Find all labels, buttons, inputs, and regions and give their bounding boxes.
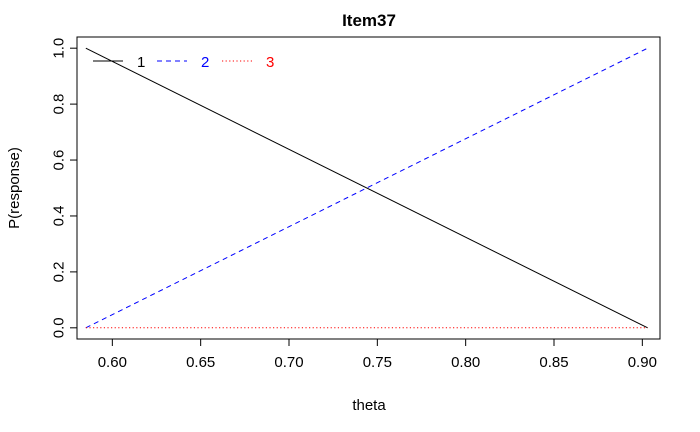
x-axis-label: theta — [352, 397, 386, 414]
legend-label-2: 2 — [201, 54, 209, 71]
x-tick-label: 0.65 — [186, 354, 215, 371]
x-tick-label: 0.90 — [628, 354, 657, 371]
chart-title: Item37 — [342, 11, 396, 30]
legend-label-1: 1 — [137, 54, 145, 71]
y-tick-label: 0.6 — [51, 150, 68, 171]
x-tick-label: 0.85 — [539, 354, 568, 371]
x-tick-label: 0.60 — [98, 354, 127, 371]
series-1-line — [85, 47, 648, 329]
y-axis: 0.0 0.2 0.4 0.6 0.8 1.0 — [51, 38, 78, 338]
y-tick-label: 0.2 — [51, 261, 68, 282]
series-2-line — [85, 47, 648, 329]
series-layer — [85, 47, 648, 329]
legend-label-3: 3 — [266, 54, 274, 71]
y-tick-label: 1.0 — [51, 38, 68, 59]
x-tick-label: 0.80 — [451, 354, 480, 371]
y-tick-label: 0.8 — [51, 94, 68, 115]
y-tick-label: 0.4 — [51, 206, 68, 227]
y-tick-label: 0.0 — [51, 317, 68, 338]
y-axis-label: P(response) — [6, 147, 23, 229]
plot-frame — [76, 36, 661, 340]
legend: 1 2 3 — [93, 54, 274, 71]
x-axis: 0.60 0.65 0.70 0.75 0.80 0.85 0.90 — [98, 338, 657, 371]
x-tick-label: 0.75 — [363, 354, 392, 371]
x-tick-label: 0.70 — [274, 354, 303, 371]
